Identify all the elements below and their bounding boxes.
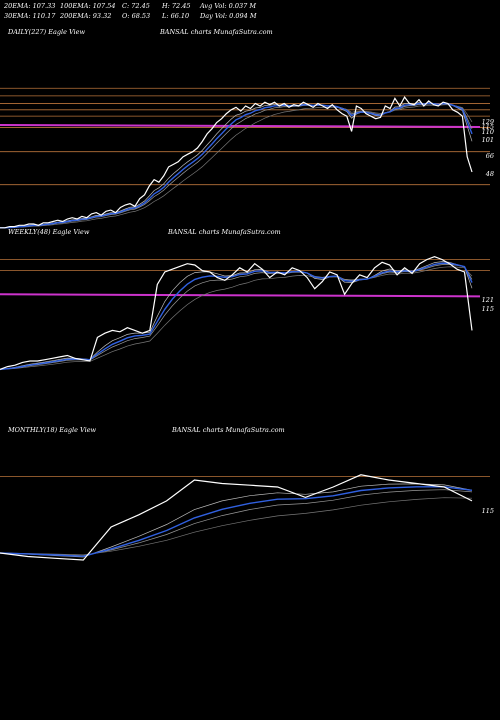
ema200-label: 200EMA: 93.32 — [60, 12, 112, 20]
daily-y-tick-48: 48 — [485, 170, 494, 178]
weekly-source: BANSAL charts MunafaSutra.com — [168, 228, 281, 236]
weekly-average-line-1 — [0, 264, 473, 370]
open-label: O: 68.53 — [122, 12, 151, 20]
weekly-average-line-2 — [0, 266, 473, 370]
monthly-price-line — [0, 474, 473, 561]
day-vol-label: Day Vol: 0.094 M — [200, 12, 257, 20]
ema100-label: 100EMA: 107.54 — [60, 2, 116, 10]
daily-price-line — [0, 95, 473, 229]
daily-source: BANSAL charts MunafaSutra.com — [160, 28, 273, 36]
weekly-y-tick-115: 115 — [481, 305, 494, 313]
daily-average-line-3 — [0, 102, 473, 229]
daily-y-tick-110: 110 — [481, 128, 494, 136]
monthly-average-line-2 — [0, 497, 473, 556]
high-label: H: 72.45 — [162, 2, 191, 10]
weekly-title: WEEKLY(48) Eagle View — [8, 228, 90, 236]
ema20-label: 20EMA: 107.33 — [4, 2, 56, 10]
monthly-average-line-3 — [0, 486, 473, 558]
daily-y-tick-115: 115 — [481, 123, 494, 131]
daily-average-line-1 — [0, 103, 473, 229]
monthly-source: BANSAL charts MunafaSutra.com — [172, 426, 285, 434]
weekly-y-tick-121: 121 — [481, 296, 494, 304]
monthly-title: MONTHLY(18) Eagle View — [8, 426, 97, 434]
daily-average-line-2 — [0, 104, 473, 229]
close-label: C: 72.45 — [122, 2, 150, 10]
monthly-average-line-0 — [0, 483, 473, 558]
daily-title: DAILY(227) Eagle View — [8, 28, 86, 36]
daily-y-tick-66: 66 — [485, 152, 494, 160]
avg-vol-label: Avg Vol: 0.037 M — [200, 2, 257, 10]
low-label: L: 66.10 — [162, 12, 190, 20]
monthly-y-tick-115: 115 — [481, 507, 494, 515]
daily-average-line-0 — [0, 102, 473, 229]
weekly-price-line — [0, 256, 473, 370]
daily-magenta-line — [0, 124, 481, 128]
daily-y-tick-101: 101 — [481, 136, 494, 144]
weekly-magenta-line — [0, 293, 481, 298]
ema30-label: 30EMA: 110.17 — [4, 12, 56, 20]
daily-y-tick-129: 129 — [481, 118, 494, 126]
weekly-average-line-3 — [0, 262, 473, 371]
